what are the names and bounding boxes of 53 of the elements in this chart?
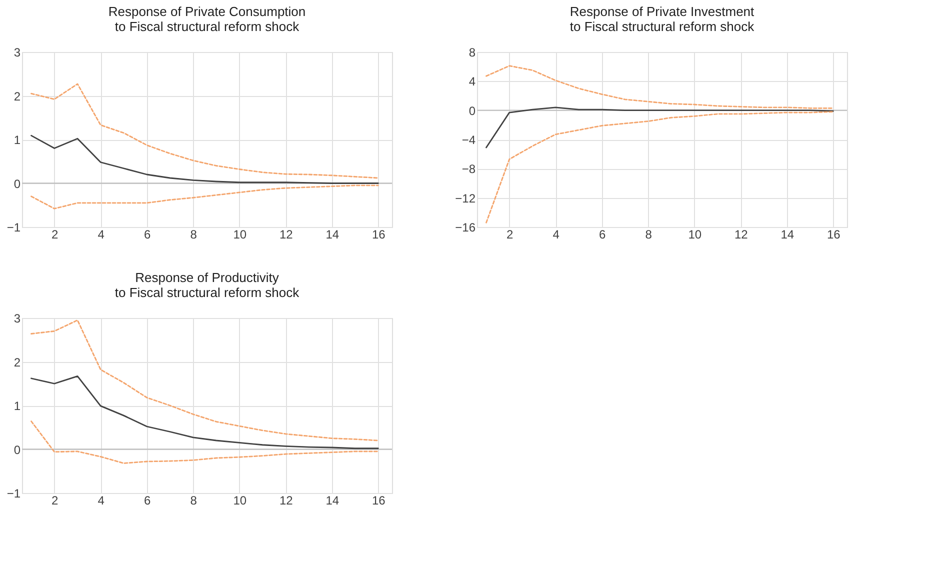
chart-title: Response of Private Investment to Fiscal structural reform shock: [570, 4, 755, 34]
chart-title: Response of Private Consumption to Fiscal structural reform shock: [108, 4, 306, 34]
x-tick-label: 4: [98, 228, 105, 242]
x-tick-label: 6: [144, 494, 152, 508]
x-tick-label: 14: [326, 494, 340, 508]
x-tick-label: 8: [190, 494, 198, 508]
y-tick-label: −1: [6, 220, 21, 234]
line-series: [30, 375, 379, 450]
line-series: [30, 420, 379, 464]
y-tick-label: 1: [14, 399, 21, 413]
x-tick-label: 12: [279, 494, 294, 508]
x-tick-label: 2: [506, 228, 514, 242]
y-tick-label: −8: [462, 162, 476, 176]
chart-title: Response of Productivity to Fiscal structural reform shock: [114, 270, 300, 300]
y-tick-label: 0: [468, 104, 476, 118]
x-tick-label: 2: [52, 228, 59, 242]
line-series: [30, 319, 379, 442]
line-series: [30, 184, 379, 210]
line-series: [486, 106, 834, 148]
line-series: [30, 134, 379, 184]
y-tick-label: −12: [455, 191, 476, 206]
x-tick-label: 8: [645, 228, 652, 242]
y-tick-label: 4: [468, 74, 476, 89]
x-tick-label: 2: [52, 494, 59, 508]
y-tick-label: −1: [6, 486, 21, 500]
x-tick-label: 6: [599, 228, 606, 242]
x-tick-label: 10: [688, 228, 702, 242]
x-tick-label: 16: [372, 228, 386, 242]
y-tick-label: 0: [14, 442, 21, 457]
y-tick-label: 3: [14, 46, 21, 60]
x-tick-label: 16: [826, 228, 841, 242]
x-tick-label: 6: [144, 228, 152, 242]
x-tick-label: 12: [279, 228, 294, 242]
x-tick-label: 14: [780, 228, 794, 242]
line-series: [486, 111, 834, 224]
y-tick-label: −4: [462, 133, 476, 147]
y-tick-label: 2: [14, 89, 21, 104]
y-tick-label: 1: [14, 133, 21, 147]
y-tick-label: 0: [14, 176, 21, 191]
y-tick-label: 8: [468, 46, 476, 60]
line-series: [30, 83, 379, 179]
x-tick-label: 10: [233, 494, 247, 508]
y-tick-label: −16: [455, 220, 476, 234]
x-tick-label: 14: [326, 228, 340, 242]
x-tick-label: 10: [233, 228, 247, 242]
x-tick-label: 4: [98, 494, 105, 508]
x-tick-label: 8: [190, 228, 198, 242]
x-tick-label: 4: [552, 228, 560, 242]
y-tick-label: 2: [14, 355, 21, 370]
x-tick-label: 12: [734, 228, 748, 242]
x-tick-label: 16: [372, 494, 386, 508]
line-series: [486, 65, 834, 109]
y-tick-label: 3: [14, 312, 21, 326]
